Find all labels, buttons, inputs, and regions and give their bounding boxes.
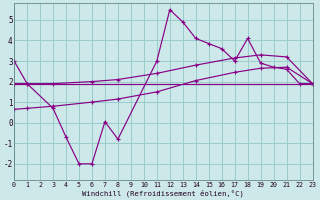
X-axis label: Windchill (Refroidissement éolien,°C): Windchill (Refroidissement éolien,°C) <box>82 189 244 197</box>
